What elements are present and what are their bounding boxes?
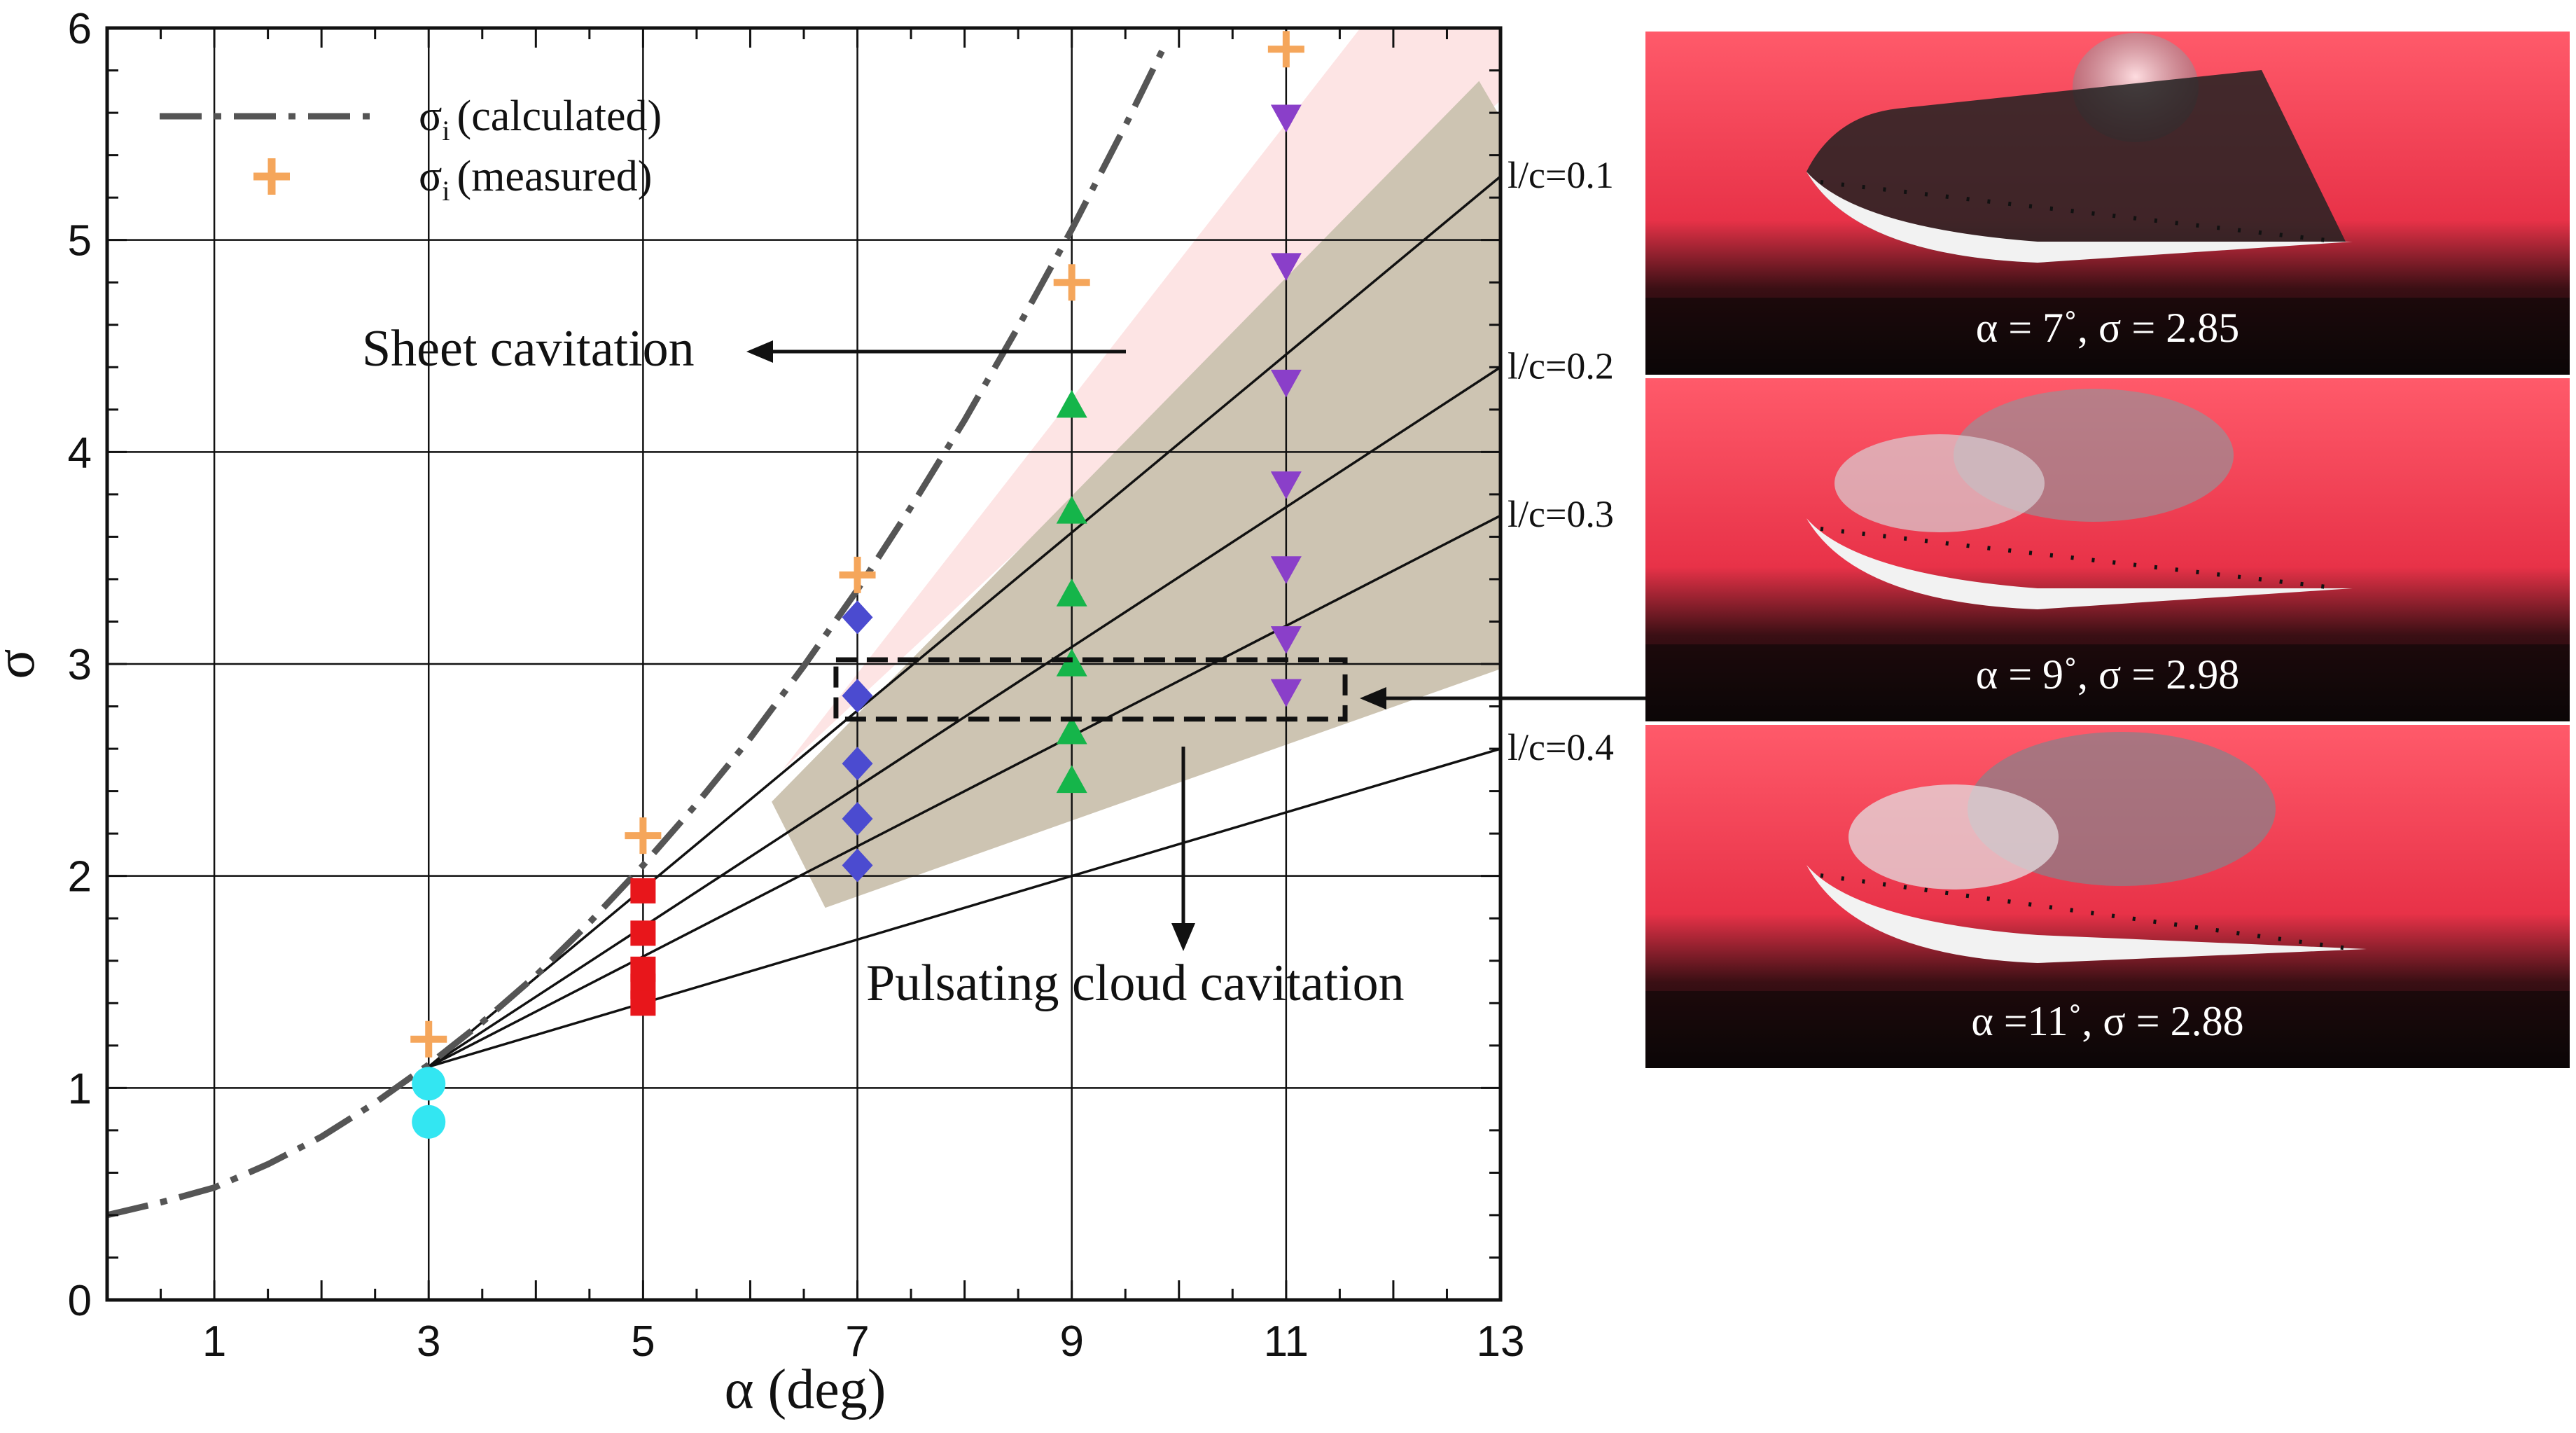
x-tick-label: 9 bbox=[1059, 1317, 1083, 1366]
x-tick-label: 3 bbox=[417, 1317, 440, 1366]
data-point-square bbox=[630, 990, 656, 1016]
data-point-triangle-up bbox=[1056, 579, 1087, 607]
data-point-triangle-up bbox=[1056, 649, 1087, 677]
data-point-square bbox=[630, 878, 656, 904]
data-point-triangle-up bbox=[1056, 716, 1087, 745]
sheet-arrow bbox=[746, 340, 1126, 363]
measured-point bbox=[1053, 264, 1090, 301]
y-tick-label: 4 bbox=[68, 429, 92, 477]
pulsating-arrow bbox=[1171, 747, 1195, 951]
calculated-curve bbox=[106, 48, 1166, 1219]
data-point-triangle-down bbox=[1270, 471, 1302, 499]
y-tick-label: 2 bbox=[68, 853, 92, 901]
x-tick-label: 11 bbox=[1264, 1317, 1309, 1366]
lc-line-label: l/c=0.1 bbox=[1508, 154, 1614, 196]
y-tick-label: 3 bbox=[68, 641, 92, 689]
data-point-diamond bbox=[842, 848, 873, 882]
data-point-diamond bbox=[842, 679, 873, 713]
legend: σi (calculated) σi (measured) bbox=[160, 92, 662, 207]
lc-line-label: l/c=0.3 bbox=[1508, 493, 1614, 535]
y-tick-label: 0 bbox=[68, 1277, 92, 1325]
highlight-box bbox=[833, 657, 1348, 722]
photo-panel-3: α =11˚, σ = 2.88 bbox=[1645, 725, 2570, 1068]
data-point-diamond bbox=[842, 600, 873, 635]
markers-layer bbox=[410, 31, 1348, 1139]
measured-point bbox=[1267, 31, 1304, 68]
lc-line bbox=[428, 175, 1502, 1068]
pulsating-cloud-label: Pulsating cloud cavitation bbox=[866, 955, 1405, 1012]
region-sheet bbox=[782, 28, 1501, 770]
data-point-triangle-down bbox=[1270, 626, 1302, 654]
data-point-diamond bbox=[842, 747, 873, 781]
legend-measured-swatch bbox=[253, 158, 290, 195]
x-tick-label: 13 bbox=[1477, 1317, 1525, 1366]
data-point-diamond bbox=[842, 801, 873, 836]
region-pulsating bbox=[772, 81, 1501, 908]
data-point-triangle-down bbox=[1270, 104, 1302, 133]
lines-layer: l/c=0.1 l/c=0.2 l/c=0.3 l/c=0.4 bbox=[106, 48, 1614, 1219]
lc-line-label: l/c=0.2 bbox=[1508, 345, 1614, 387]
photo-caption-1: α = 7˚, σ = 2.85 bbox=[1976, 305, 2239, 351]
photo-panel-2: α = 9˚, σ = 2.98 bbox=[1645, 378, 2570, 721]
x-tick-label: 7 bbox=[845, 1317, 869, 1366]
photo-strip: α = 7˚, σ = 2.85 α = 9˚, σ = 2.98 α =11˚… bbox=[1645, 32, 2570, 1068]
x-tick-label: 1 bbox=[202, 1317, 226, 1366]
photo-caption-2: α = 9˚, σ = 2.98 bbox=[1976, 651, 2239, 698]
x-tick-label: 5 bbox=[631, 1317, 655, 1366]
measured-point bbox=[625, 817, 662, 854]
y-tick-label: 5 bbox=[68, 217, 92, 265]
x-axis-title: α (deg) bbox=[725, 1359, 886, 1420]
y-tick-label: 6 bbox=[68, 5, 92, 53]
y-tick-label: 1 bbox=[68, 1065, 92, 1113]
lc-line-label: l/c=0.4 bbox=[1508, 726, 1614, 768]
y-axis-title: σ bbox=[0, 649, 46, 679]
legend-measured-label: σi (measured) bbox=[419, 153, 652, 207]
lc-line bbox=[428, 747, 1501, 1068]
regions-layer bbox=[772, 28, 1501, 908]
lc-line bbox=[428, 366, 1501, 1068]
photo-caption-3: α =11˚, σ = 2.88 bbox=[1971, 998, 2243, 1044]
legend-calculated-label: σi (calculated) bbox=[419, 92, 662, 146]
data-point-triangle-up bbox=[1056, 765, 1087, 794]
data-point-square bbox=[630, 920, 656, 946]
data-point-circle bbox=[412, 1067, 446, 1101]
sheet-cavitation-label: Sheet cavitation bbox=[362, 320, 695, 378]
photo-pointer-arrow bbox=[1360, 687, 1647, 709]
photo-panel-1: α = 7˚, σ = 2.85 bbox=[1645, 32, 2570, 375]
measured-point bbox=[839, 556, 876, 593]
data-point-triangle-down bbox=[1270, 253, 1302, 281]
data-point-triangle-up bbox=[1056, 389, 1087, 418]
data-point-triangle-down bbox=[1270, 556, 1302, 584]
lc-line bbox=[428, 514, 1501, 1068]
data-point-triangle-down bbox=[1270, 679, 1302, 707]
data-point-triangle-down bbox=[1270, 369, 1302, 398]
data-point-triangle-up bbox=[1056, 496, 1087, 524]
measured-point bbox=[410, 1020, 447, 1058]
data-point-circle bbox=[412, 1105, 446, 1139]
